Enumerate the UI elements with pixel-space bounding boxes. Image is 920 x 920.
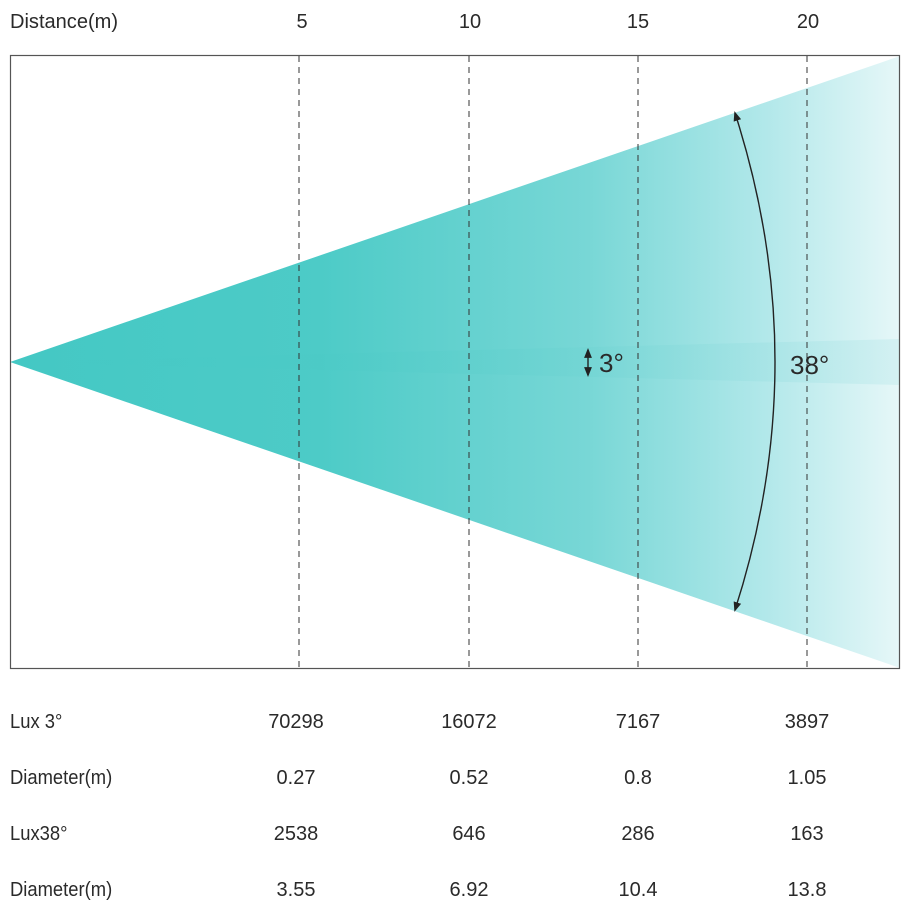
distance-axis-label: Distance(m)	[10, 11, 118, 33]
narrow-beam-band	[10, 339, 900, 385]
wide-angle-arc	[733, 111, 776, 612]
distance-tick-5: 5	[296, 11, 307, 33]
distance-tick-15: 15	[627, 11, 649, 33]
distance-tick-20: 20	[797, 11, 819, 33]
diagram-frame	[9, 54, 901, 670]
wide-angle-label: 38°	[790, 350, 829, 380]
narrow-angle-label: 3°	[599, 348, 624, 378]
distance-tick-10: 10	[459, 11, 481, 33]
